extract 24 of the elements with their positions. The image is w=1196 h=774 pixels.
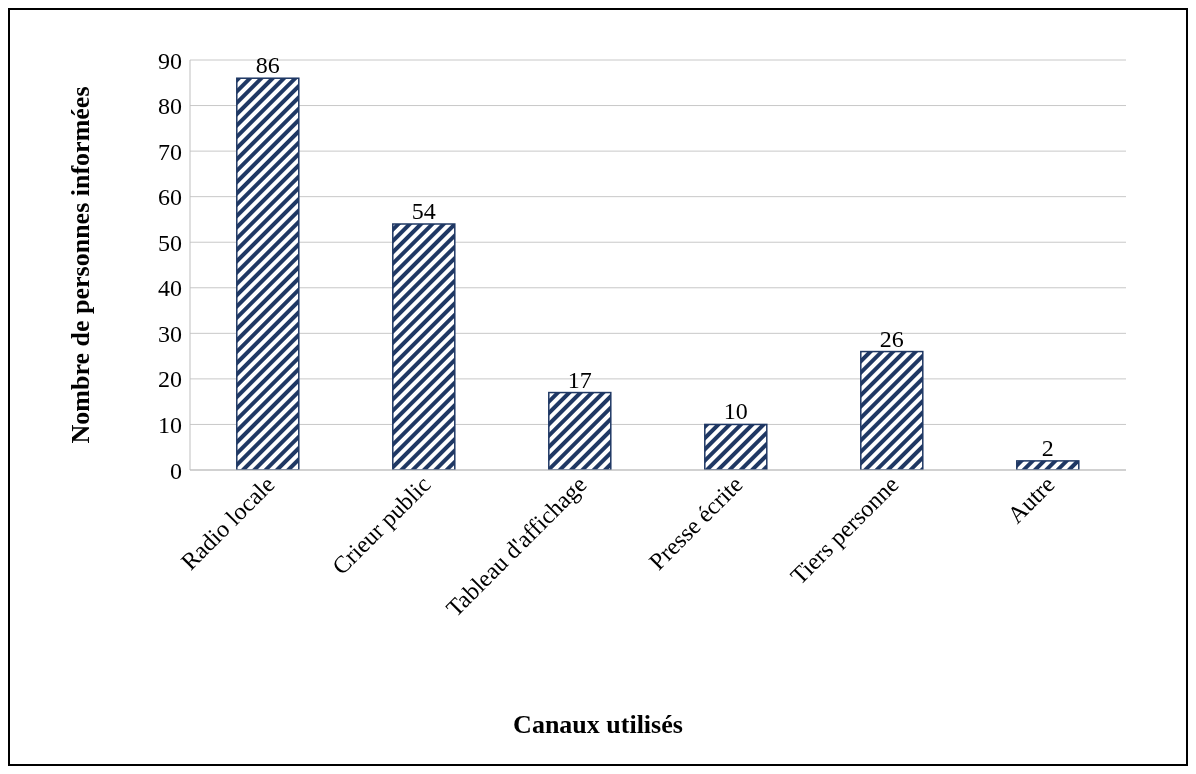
y-tick-label: 0 — [170, 457, 182, 484]
bar — [548, 391, 612, 470]
y-tick-label: 30 — [158, 320, 182, 347]
y-tick-label: 20 — [158, 366, 182, 393]
data-label: 54 — [411, 198, 436, 224]
data-label: 17 — [567, 366, 592, 393]
data-label: 2 — [1041, 434, 1054, 461]
y-axis-title: Nombre de personnes informées — [66, 86, 96, 444]
y-tick-label: 70 — [158, 138, 182, 165]
bar — [392, 223, 456, 470]
x-axis-title: Canaux utilisés — [512, 710, 684, 740]
y-tick-label: 60 — [158, 184, 182, 211]
y-tick-label: 40 — [158, 275, 182, 302]
data-label: 10 — [723, 398, 748, 425]
bar — [236, 77, 300, 470]
bar — [704, 423, 768, 470]
data-label: 26 — [879, 325, 904, 352]
bar — [1016, 460, 1080, 470]
y-tick-label: 50 — [158, 229, 182, 256]
data-label: 86 — [255, 52, 280, 79]
y-tick-label: 10 — [158, 411, 182, 438]
y-tick-label: 80 — [158, 93, 182, 120]
y-tick-label: 90 — [158, 47, 182, 74]
bar — [860, 350, 924, 470]
